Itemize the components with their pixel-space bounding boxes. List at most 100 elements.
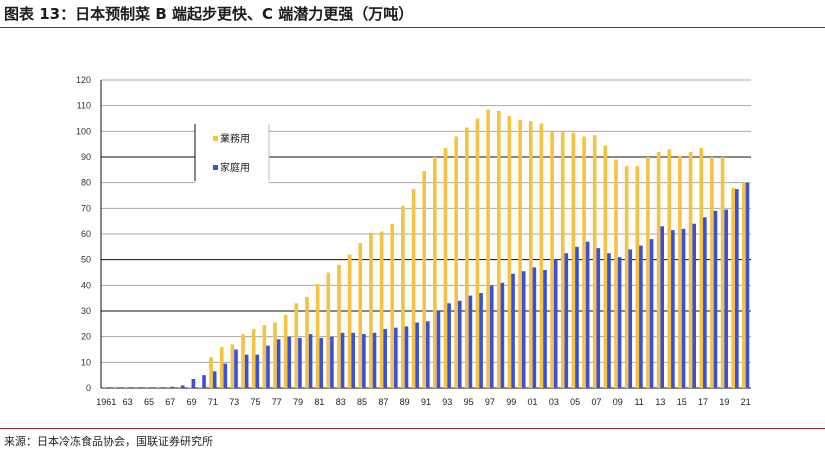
y-tick-label: 120 bbox=[76, 75, 91, 85]
bar-business bbox=[187, 387, 192, 388]
bar-household bbox=[447, 303, 451, 388]
x-tick-label: 17 bbox=[698, 397, 708, 407]
bar-household bbox=[308, 334, 313, 388]
x-tick-label: 75 bbox=[251, 397, 261, 407]
bar-business bbox=[454, 136, 458, 388]
bar-household bbox=[713, 210, 718, 388]
x-tick-label: 03 bbox=[549, 397, 559, 407]
bar-household bbox=[180, 385, 185, 388]
bar-household bbox=[404, 326, 409, 388]
bar-household bbox=[266, 345, 270, 388]
bar-household bbox=[106, 387, 110, 388]
bar-household bbox=[735, 189, 739, 388]
x-tick-label: 95 bbox=[464, 397, 474, 407]
bar-household bbox=[521, 271, 526, 388]
source-note: 来源：日本冷冻食品协会，国联证券研究所 bbox=[4, 435, 213, 448]
bar-business bbox=[241, 334, 245, 388]
bar-business bbox=[550, 131, 554, 389]
bar-business bbox=[614, 159, 618, 388]
bar-household bbox=[394, 327, 398, 388]
bar-household bbox=[724, 209, 728, 388]
x-tick-label: 05 bbox=[570, 397, 580, 407]
bar-household bbox=[457, 300, 462, 388]
bar-business bbox=[433, 157, 437, 388]
x-tick-label: 83 bbox=[336, 397, 346, 407]
bar-business bbox=[742, 182, 746, 388]
bar-household bbox=[479, 293, 483, 388]
bar-household bbox=[671, 230, 675, 388]
y-tick-label: 10 bbox=[81, 357, 91, 367]
bar-business bbox=[401, 205, 405, 388]
bar-business bbox=[369, 232, 373, 388]
x-tick-label: 89 bbox=[400, 397, 410, 407]
bar-business bbox=[326, 272, 331, 388]
x-tick-label: 07 bbox=[591, 397, 601, 407]
bar-household bbox=[330, 336, 334, 388]
legend-label: 業務用 bbox=[220, 132, 250, 145]
x-tick-label: 99 bbox=[506, 397, 516, 407]
bar-household bbox=[617, 257, 622, 388]
bar-household bbox=[340, 332, 345, 388]
figure-title: 图表 13：日本预制菜 B 端起步更快、C 端潜力更强（万吨） bbox=[4, 5, 414, 23]
bar-business bbox=[667, 149, 672, 388]
x-tick-label: 11 bbox=[634, 397, 643, 407]
y-tick-label: 70 bbox=[81, 203, 91, 213]
bar-household bbox=[127, 387, 132, 388]
y-tick-label: 80 bbox=[81, 178, 91, 188]
x-tick-label: 13 bbox=[655, 397, 665, 407]
bar-business bbox=[337, 264, 341, 388]
bar-business bbox=[358, 242, 363, 388]
bar-household bbox=[148, 387, 153, 388]
y-tick-label: 110 bbox=[77, 101, 91, 111]
bar-business bbox=[305, 296, 309, 388]
legend-swatch bbox=[213, 165, 218, 170]
bar-household bbox=[351, 332, 356, 388]
source-divider bbox=[0, 428, 825, 429]
y-tick-label: 100 bbox=[76, 126, 91, 136]
bar-business bbox=[230, 344, 235, 388]
bar-business bbox=[699, 148, 704, 388]
bar-household bbox=[298, 337, 302, 388]
bar-business bbox=[422, 171, 426, 388]
bar-household bbox=[426, 321, 430, 388]
x-tick-label: 85 bbox=[357, 397, 367, 407]
x-tick-label: 97 bbox=[485, 397, 495, 407]
legend-swatch bbox=[213, 136, 218, 141]
bar-business bbox=[443, 148, 448, 388]
bar-business bbox=[209, 357, 213, 388]
x-tick-label: 69 bbox=[187, 397, 197, 407]
bar-business bbox=[315, 284, 320, 388]
bar-business bbox=[379, 231, 384, 388]
bar-business bbox=[486, 109, 490, 389]
x-tick-label: 63 bbox=[123, 397, 133, 407]
bar-business bbox=[273, 322, 277, 388]
bar-household bbox=[244, 354, 249, 388]
x-tick-label: 71 bbox=[208, 397, 218, 407]
bar-household bbox=[681, 228, 686, 388]
x-tick-label: 67 bbox=[165, 397, 175, 407]
bar-household bbox=[745, 182, 750, 388]
y-tick-label: 90 bbox=[81, 152, 91, 162]
bar-household bbox=[287, 336, 292, 388]
bar-household bbox=[170, 386, 174, 388]
bar-household bbox=[628, 249, 633, 388]
x-tick-label: 01 bbox=[528, 397, 538, 407]
legend-label: 家庭用 bbox=[220, 161, 250, 174]
bar-household bbox=[468, 295, 473, 388]
bar-business bbox=[582, 136, 586, 388]
bar-business bbox=[198, 387, 203, 388]
bar-household bbox=[596, 248, 601, 388]
bar-business bbox=[496, 110, 501, 389]
bar-household bbox=[607, 253, 611, 388]
bar-household bbox=[649, 239, 654, 388]
bar-business bbox=[528, 121, 533, 389]
x-tick-label: 15 bbox=[677, 397, 687, 407]
bar-business bbox=[294, 303, 299, 388]
bar-business bbox=[347, 254, 352, 388]
bar-household bbox=[383, 328, 387, 388]
bar-business bbox=[678, 155, 682, 388]
bar-business bbox=[102, 386, 107, 388]
bar-household bbox=[319, 337, 324, 388]
